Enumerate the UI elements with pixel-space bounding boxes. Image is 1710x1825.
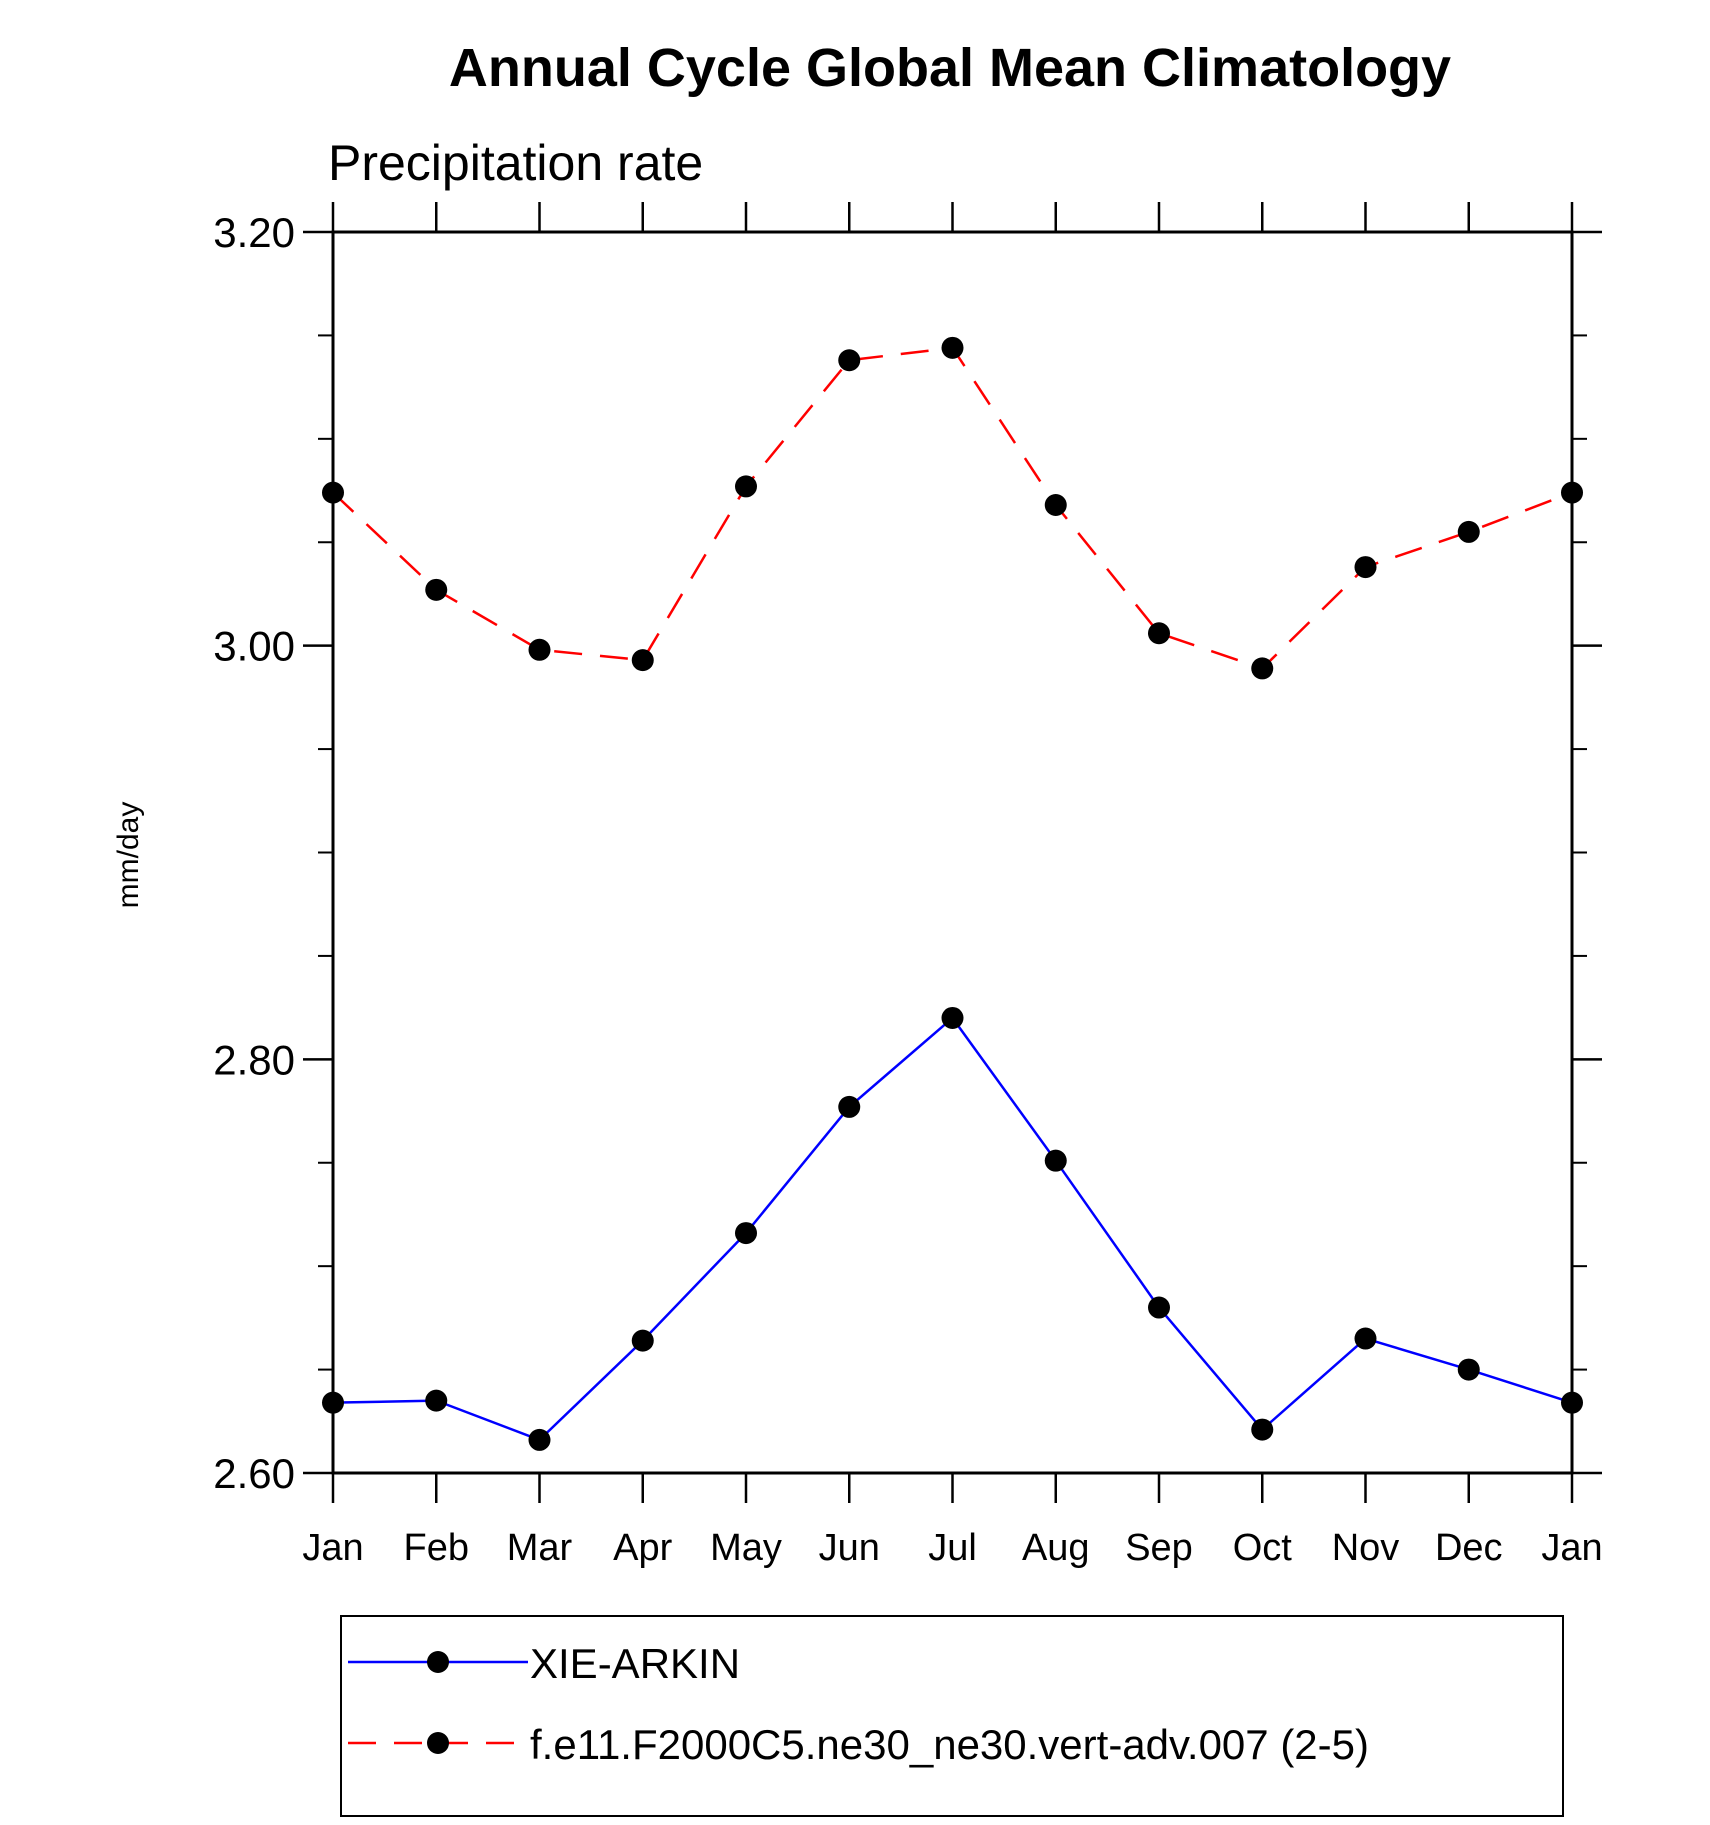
data-point-series-0 <box>631 1329 654 1352</box>
data-point-series-0 <box>1354 1327 1377 1350</box>
y-tick-label: 2.80 <box>213 1036 295 1083</box>
x-tick-label: Jan <box>1541 1527 1602 1569</box>
x-tick-label: Sep <box>1125 1527 1193 1569</box>
legend-label-model: f.e11.F2000C5.ne30_ne30.vert-adv.007 (2-… <box>530 1721 1369 1768</box>
y-tick-label: 3.00 <box>213 623 295 670</box>
x-tick-label: Oct <box>1233 1527 1293 1569</box>
data-point-series-0 <box>941 1006 964 1029</box>
data-point-series-1 <box>838 349 861 372</box>
chart-title: Annual Cycle Global Mean Climatology <box>449 38 1451 98</box>
data-point-series-0 <box>838 1095 861 1118</box>
data-point-series-1 <box>1457 520 1480 543</box>
legend-marker-model <box>427 1732 449 1754</box>
data-point-series-1 <box>735 475 757 498</box>
x-tick-label: Jan <box>302 1527 363 1569</box>
series-line-1 <box>332 346 1573 670</box>
plot-area <box>322 336 1583 1451</box>
data-point-series-0 <box>735 1222 757 1245</box>
data-point-series-0 <box>425 1389 448 1412</box>
y-tick-label: 2.60 <box>213 1450 295 1497</box>
data-point-series-0 <box>1251 1418 1274 1441</box>
data-point-series-1 <box>1354 556 1377 579</box>
x-tick-label: Aug <box>1022 1527 1090 1569</box>
y-axis-label: mm/day <box>112 802 145 909</box>
data-point-series-1 <box>941 336 964 359</box>
legend: XIE-ARKIN f.e11.F2000C5.ne30_ne30.vert-a… <box>340 1615 1564 1817</box>
data-point-series-1 <box>425 578 448 601</box>
x-tick-label: Jun <box>819 1527 880 1569</box>
axes: 2.60 2.80 3.00 3.20 Jan Feb Mar Apr May Jun Jul Aug… <box>213 202 1603 1569</box>
x-tick-label: Jul <box>928 1527 977 1569</box>
x-tick-label: Feb <box>404 1527 469 1569</box>
data-point-series-1 <box>528 638 551 661</box>
x-tick-label: Mar <box>507 1527 573 1569</box>
series-line-0 <box>332 1016 1573 1442</box>
chart-subtitle: Precipitation rate <box>328 135 703 191</box>
legend-label-xie-arkin: XIE-ARKIN <box>530 1640 740 1687</box>
x-tick-label: Dec <box>1435 1527 1503 1569</box>
data-point-series-0 <box>528 1428 551 1451</box>
legend-box <box>340 1615 1564 1817</box>
legend-marker-xie-arkin <box>427 1651 449 1673</box>
data-point-series-1 <box>631 649 654 672</box>
plot-frame <box>331 230 1574 1475</box>
x-tick-label: May <box>710 1527 782 1569</box>
y-tick-label: 3.20 <box>213 209 295 256</box>
data-point-series-0 <box>1044 1149 1067 1172</box>
x-tick-label: Apr <box>613 1527 672 1569</box>
data-point-series-1 <box>1251 657 1274 680</box>
data-point-series-1 <box>1148 622 1170 645</box>
data-point-series-0 <box>1148 1296 1170 1319</box>
data-point-series-1 <box>1044 494 1067 517</box>
x-tick-label: Nov <box>1332 1527 1400 1569</box>
data-point-series-0 <box>1457 1358 1480 1381</box>
